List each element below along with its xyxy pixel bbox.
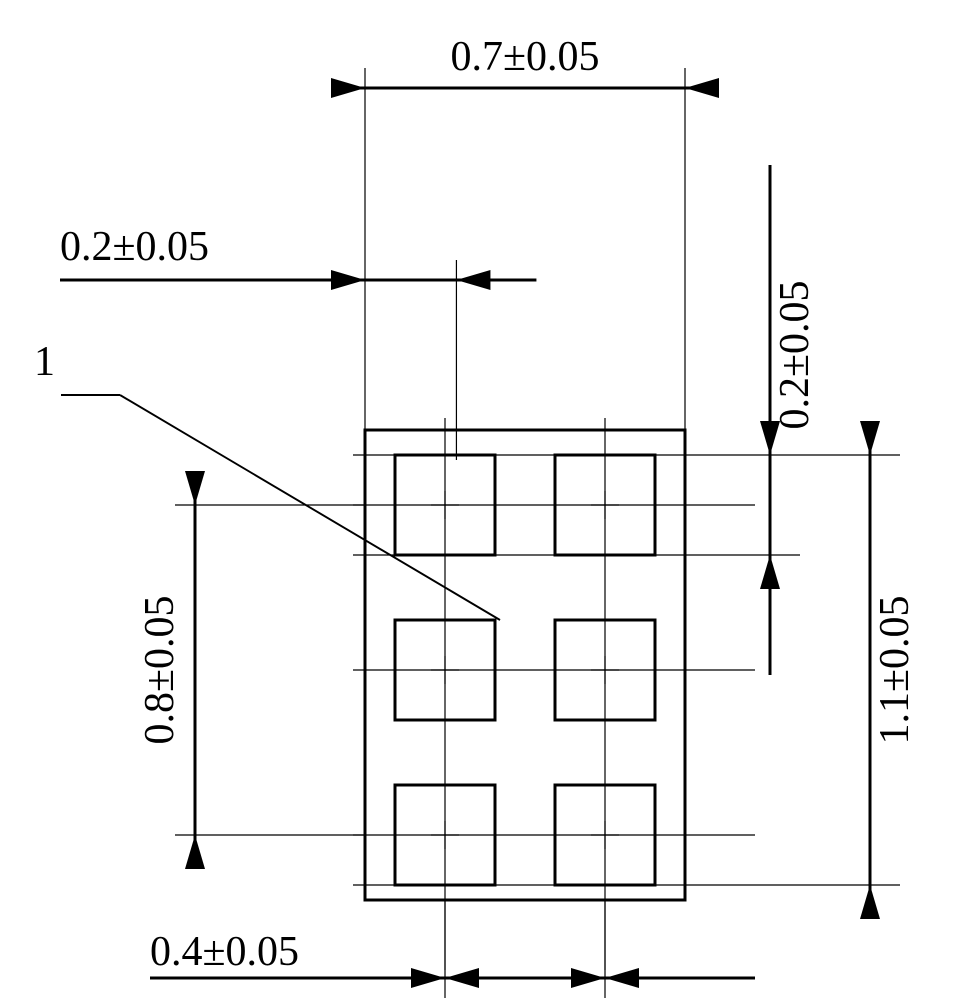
- dim-text-top: 0.7±0.05: [450, 34, 599, 80]
- dim-text-bottom: 0.4±0.05: [150, 929, 299, 975]
- dim-text-left: 0.8±0.05: [137, 595, 183, 744]
- dim-text-right-outer: 1.1±0.05: [872, 595, 918, 744]
- engineering-drawing: 0.7±0.05 0.2±0.05 0.4±0.05 0.8±0.05 1.1±0.05…: [0, 0, 961, 1000]
- leader-label: 1: [34, 339, 55, 385]
- dim-text-right-inner: 0.2±0.05: [772, 280, 818, 429]
- dim-text-top-inner: 0.2±0.05: [60, 224, 209, 270]
